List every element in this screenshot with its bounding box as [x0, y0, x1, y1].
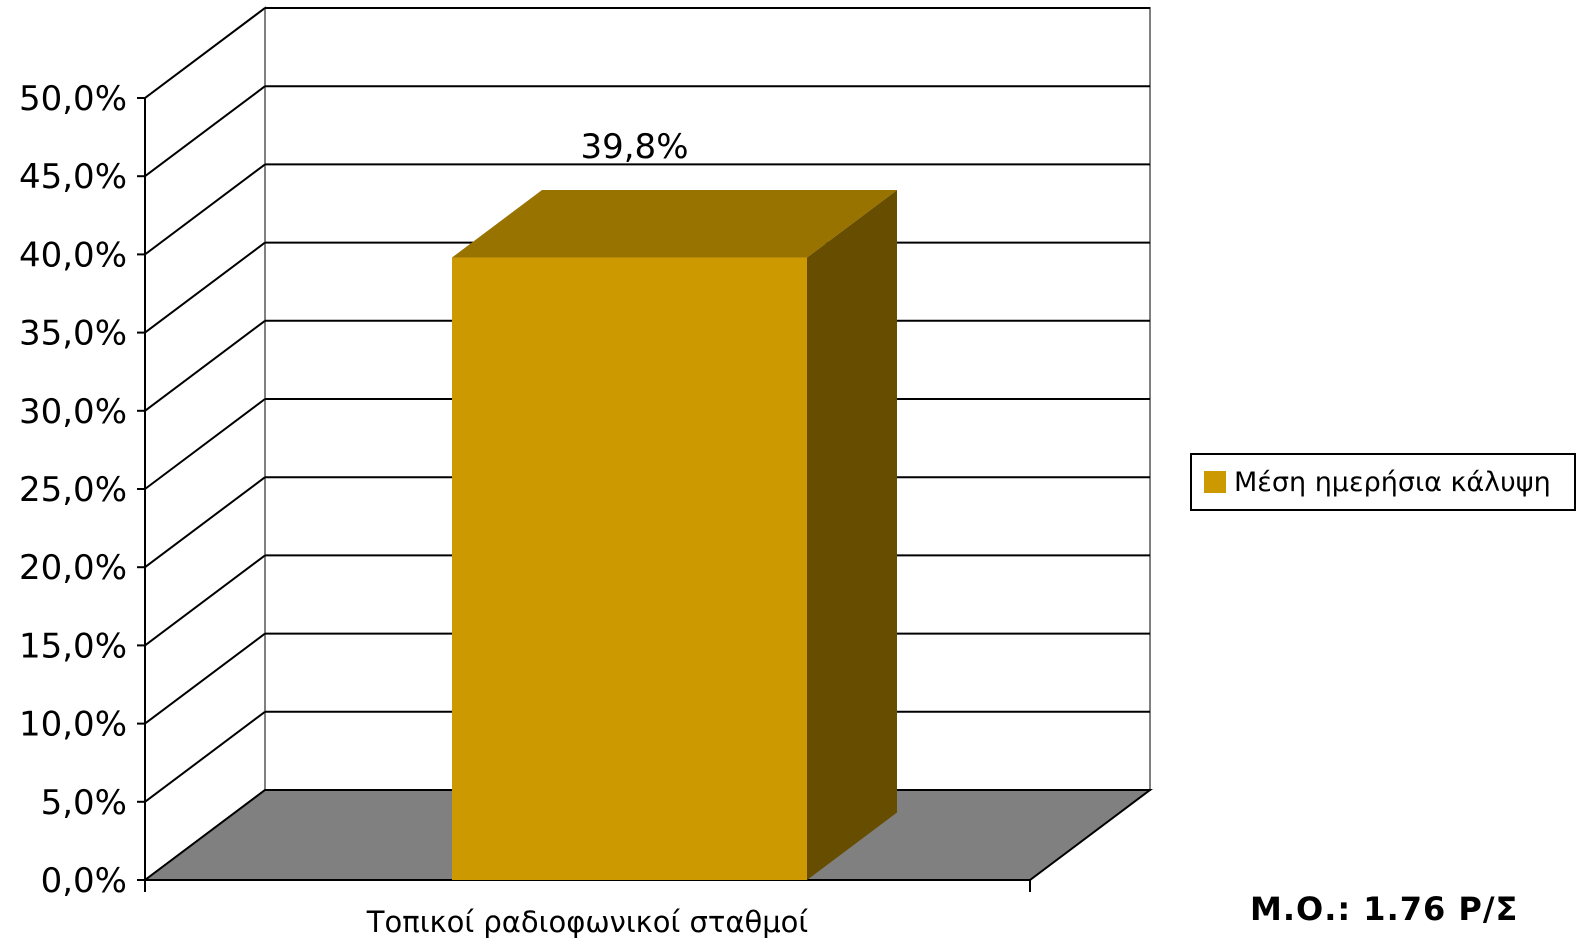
gridline-side [144, 476, 266, 569]
legend: Μέση ημερήσια κάλυψη [1190, 453, 1576, 511]
gridline-side [144, 398, 266, 490]
y-tick-label: 30,0% [19, 392, 127, 432]
y-tick-label: 25,0% [19, 470, 127, 510]
gridline-side [144, 163, 266, 256]
y-tick-label: 45,0% [19, 157, 127, 197]
bar-side [807, 190, 897, 880]
gridline-side [144, 554, 266, 647]
legend-swatch [1204, 471, 1226, 493]
data-label: 39,8% [580, 127, 688, 167]
y-tick-label: 5,0% [41, 783, 127, 823]
bar-top [452, 190, 897, 258]
gridline-side [144, 241, 266, 334]
y-tick-label: 20,0% [19, 548, 127, 588]
gridline-side [144, 319, 266, 412]
data-labels: 39,8% [580, 127, 688, 167]
gridline-side [144, 632, 266, 725]
y-tick-label: 50,0% [19, 79, 127, 119]
mean-note: Μ.Ο.: 1.76 Ρ/Σ [1250, 890, 1519, 928]
y-tick-label: 10,0% [19, 705, 127, 745]
bars [452, 190, 897, 880]
y-tick-label: 35,0% [19, 314, 127, 354]
y-tick-label: 40,0% [19, 235, 127, 275]
gridline-side [144, 7, 266, 99]
y-tick-labels: 0,0% 5,0% 10,0% 15,0% 20,0% 25,0% 30,0% 35,0% 40… [19, 79, 127, 901]
gridline-side [144, 710, 266, 803]
y-tick-label: 0,0% [41, 861, 127, 901]
y-tick-label: 15,0% [19, 626, 127, 666]
x-category-labels: Τοπικοί ραδιοφωνικοί σταθμοί [366, 905, 809, 939]
legend-label: Μέση ημερήσια κάλυψη [1234, 466, 1551, 498]
bar [452, 257, 807, 880]
gridline-side [144, 85, 266, 177]
x-category-label: Τοπικοί ραδιοφωνικοί σταθμοί [366, 905, 809, 939]
